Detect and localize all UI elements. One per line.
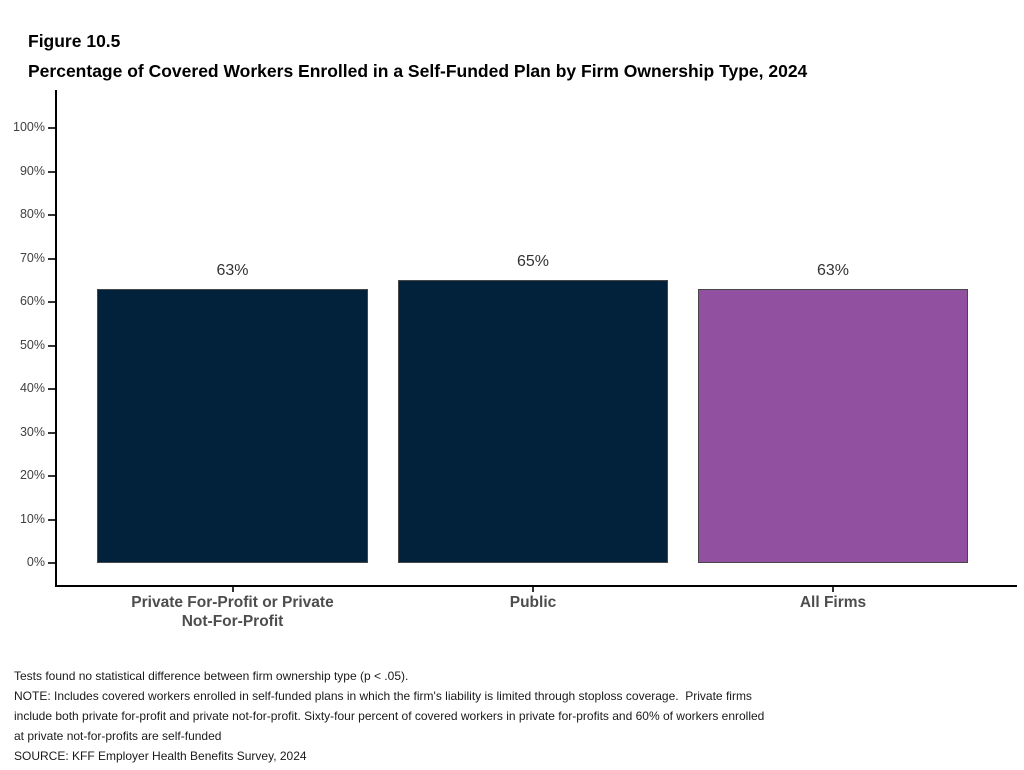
- bar: [97, 289, 368, 563]
- y-axis-line: [55, 90, 57, 587]
- y-tick-mark: [48, 431, 55, 434]
- y-tick-label: 60%: [19, 294, 45, 308]
- y-tick-mark: [48, 388, 55, 390]
- bar-value-label: 65%: [516, 253, 550, 270]
- y-tick-label: 30%: [19, 424, 45, 439]
- bar: [398, 280, 668, 563]
- chart-title: Percentage of Covered Workers Enrolled i…: [28, 61, 808, 81]
- footnotes-block: Tests found no statistical difference be…: [14, 666, 1014, 766]
- bar-chart: 0% 10% 20% 30% 40% 50% 60% 70% 80% 90% 100% 63% Priv…: [13, 90, 1017, 631]
- figure-number: Figure 10.5: [28, 31, 121, 51]
- y-tick-label: 80%: [19, 207, 45, 221]
- x-category-label-line: All Firms: [799, 594, 867, 611]
- y-tick-mark: [48, 344, 55, 347]
- y-tick-mark: [48, 127, 55, 129]
- x-category-label-line: Private For-Profit or Private: [131, 594, 334, 611]
- y-tick-mark: [48, 301, 55, 303]
- y-tick-label: 50%: [19, 337, 45, 352]
- y-tick-label: 10%: [19, 511, 45, 526]
- footnote-line: include both private for-profit and priv…: [14, 709, 765, 723]
- y-tick-mark: [48, 214, 55, 216]
- y-tick-label: 70%: [19, 250, 45, 265]
- y-tick-label: 90%: [19, 163, 45, 178]
- y-tick-label: 0%: [26, 555, 45, 569]
- bar: [698, 289, 968, 563]
- y-tick-mark: [48, 562, 55, 564]
- y-tick-mark: [48, 518, 55, 521]
- y-tick-label: 40%: [19, 381, 45, 395]
- x-tick-mark: [832, 587, 834, 592]
- footnote-line: at private not-for-profits are self-fund…: [14, 729, 222, 743]
- y-tick-mark: [48, 170, 55, 173]
- x-tick-mark: [532, 587, 534, 592]
- x-category-label-line: Not-For-Profit: [181, 613, 284, 630]
- x-axis-line: [55, 585, 1017, 587]
- footnote-line: Tests found no statistical difference be…: [14, 669, 409, 683]
- x-category-label-line: Public: [509, 594, 557, 611]
- x-category-label: Public: [363, 593, 703, 612]
- x-category-label: Private For-Profit or Private Not-For-Pro…: [63, 593, 403, 631]
- x-category-label: All Firms: [663, 593, 1003, 612]
- footnote-line: NOTE: Includes covered workers enrolled …: [14, 689, 752, 703]
- y-tick-label: 20%: [19, 468, 45, 482]
- footnote-line: SOURCE: KFF Employer Health Benefits Sur…: [14, 749, 307, 763]
- y-tick-mark: [48, 257, 55, 260]
- bar-value-label: 63%: [816, 262, 850, 279]
- y-tick-label: 100%: [13, 120, 45, 134]
- bar-value-label: 63%: [216, 262, 249, 279]
- x-tick-mark: [231, 587, 234, 592]
- y-tick-mark: [48, 475, 55, 477]
